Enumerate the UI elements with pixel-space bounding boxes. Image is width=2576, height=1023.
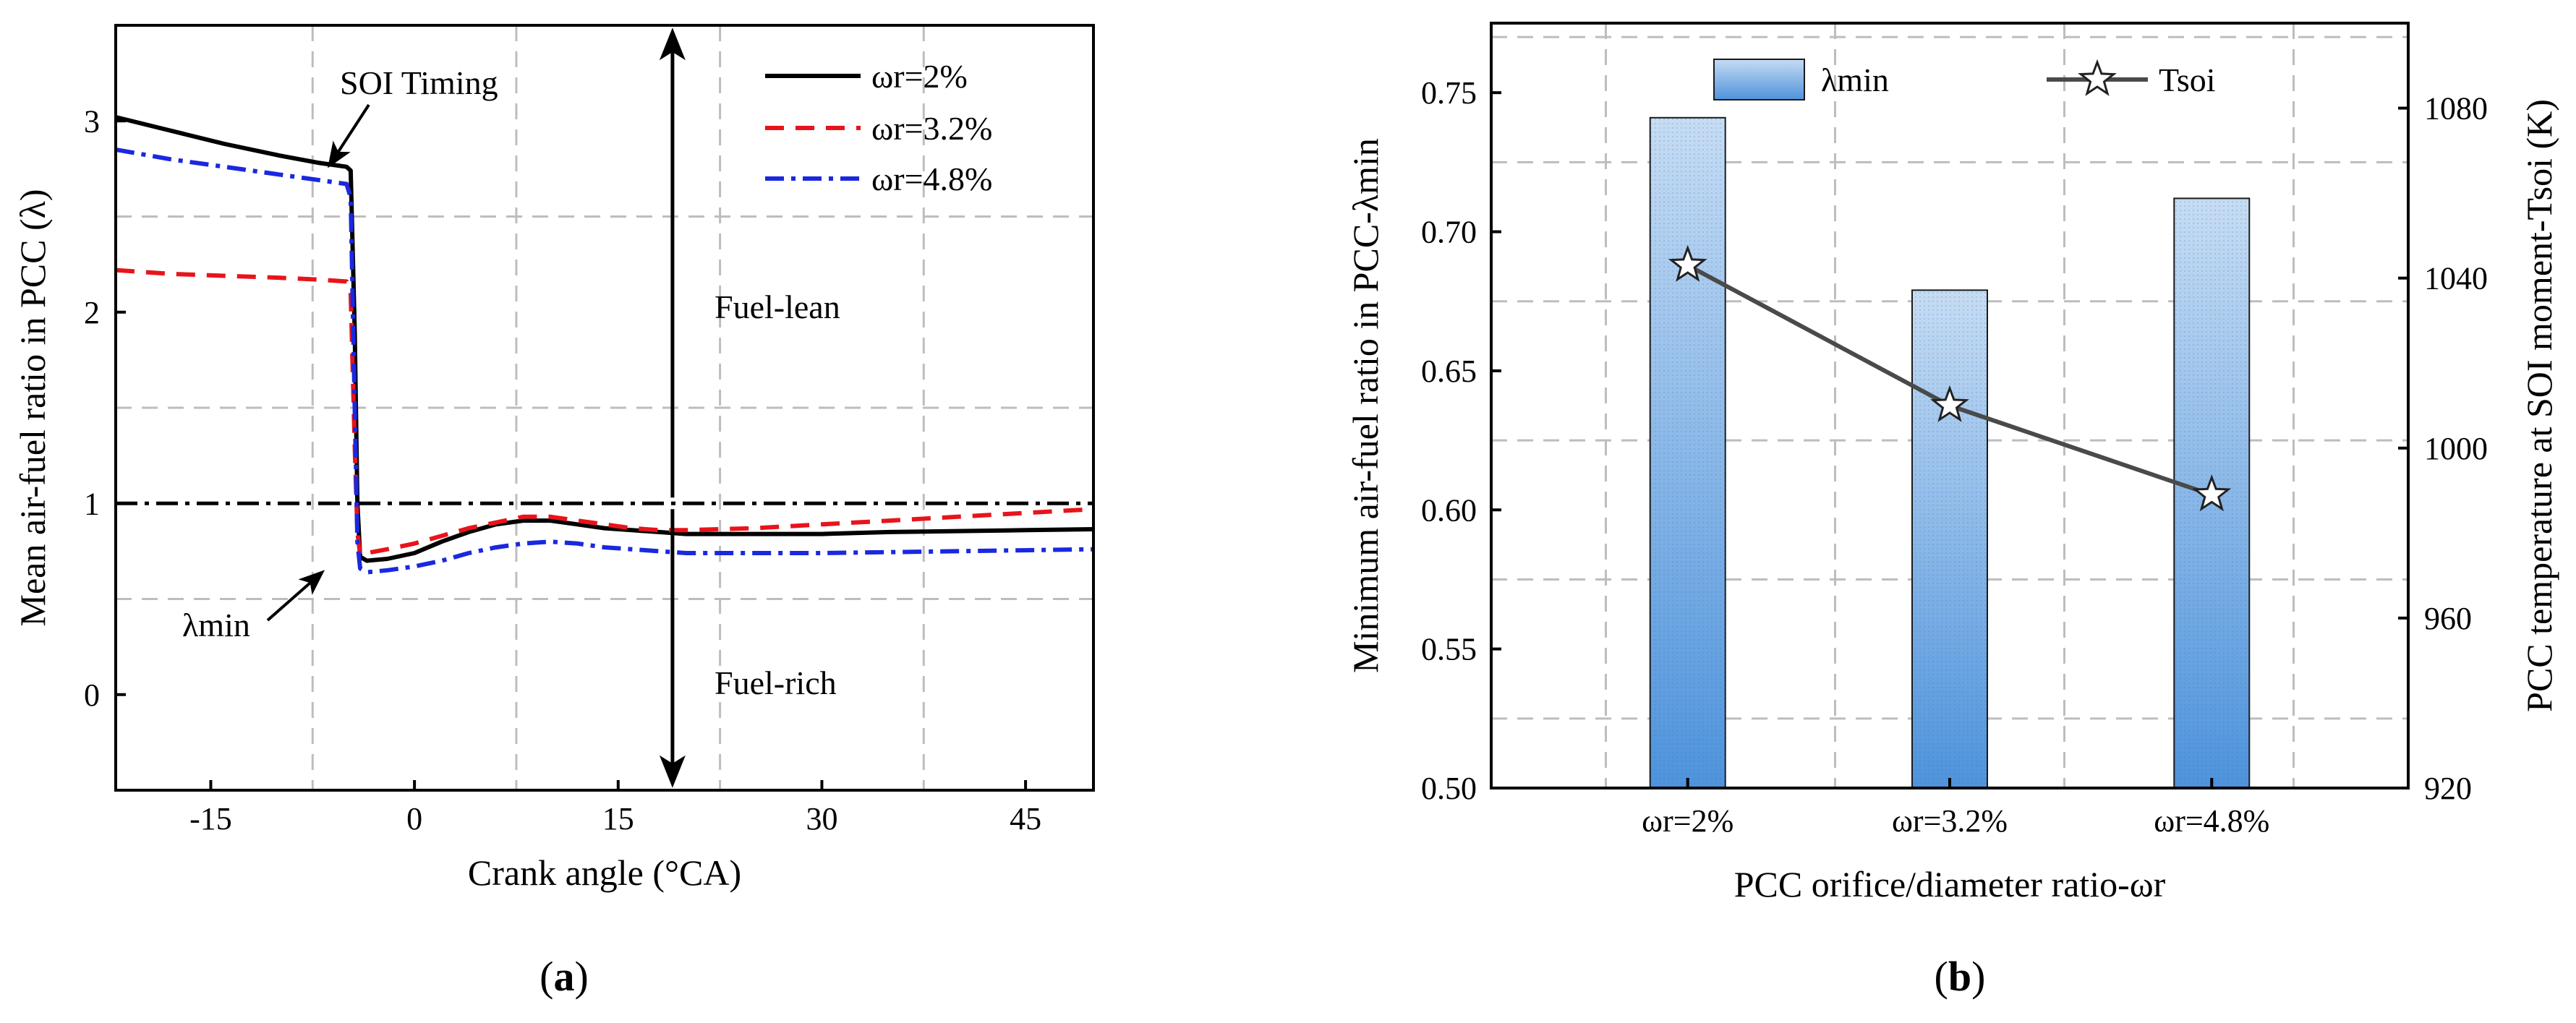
series-line-2 [115, 147, 1094, 575]
panel-b-y-axis-label: Minimum air-fuel ratio in PCC-λmin [1345, 138, 1386, 673]
panel-a-y-ticks: 0 1 2 3 [84, 103, 126, 713]
panel-b-temperature-line [1668, 244, 2232, 512]
panel-b-x-axis-label: PCC orifice/diameter ratio-ωr [1734, 864, 2166, 904]
fuel-rich-label: Fuel-rich [715, 664, 837, 701]
y-tick-label: 0.70 [1421, 215, 1477, 250]
y2-tick-label: 920 [2424, 771, 2472, 806]
lambda-min-arrow [266, 570, 325, 622]
panel-b-legend: λmin Tsoi [1713, 59, 2216, 100]
panel-b-y2-axis-label: PCC temperature at SOI moment-Tsoi (K) [2519, 99, 2559, 712]
panel-a-line-chart: -15 0 15 30 45 0 1 2 3 Crank angle (°CA) Mean a… [12, 24, 1095, 1000]
panel-a-plot-frame [114, 24, 1095, 792]
category-label: ωr=2% [1642, 803, 1733, 839]
series-line-1 [115, 267, 1094, 557]
fuel-lean-label: Fuel-lean [715, 288, 840, 325]
panel-a-x-ticks: -15 0 15 30 45 [189, 780, 1041, 836]
bar-texture-0 [1650, 117, 1726, 789]
x-tick-label: -15 [189, 801, 232, 836]
panel-b-y2-ticks: 920 960 1000 1040 1080 [2398, 91, 2488, 806]
y2-tick-label: 1080 [2424, 91, 2488, 127]
tsoi-star-marker-2 [2192, 474, 2232, 512]
y-tick-label: 0.60 [1421, 492, 1477, 528]
legend-swatch-lambda-min [1713, 59, 1805, 100]
legend-label-wr-3-2: ωr=3.2% [871, 110, 992, 147]
y2-tick-label: 960 [2424, 601, 2472, 636]
y-tick-label: 0 [84, 677, 100, 713]
y-tick-label: 2 [84, 295, 100, 330]
legend-label-wr-4-8: ωr=4.8% [871, 160, 992, 197]
y-tick-label: 1 [84, 486, 100, 521]
tsoi-star-marker-1 [1930, 385, 1969, 422]
panel-b-bar-chart: ωr=2% ωr=3.2% ωr=4.8% 0.50 0.55 0.60 0.65 0.70… [1345, 22, 2559, 1000]
y2-tick-label: 1000 [2424, 431, 2488, 466]
y-tick-label: 0.55 [1421, 632, 1477, 667]
panel-b-y-ticks: 0.50 0.55 0.60 0.65 0.70 0.75 [1421, 75, 1501, 806]
category-label: ωr=4.8% [2154, 803, 2269, 839]
legend-label-lambda-min: λmin [1821, 61, 1889, 98]
legend-label-tsoi: Tsoi [2159, 61, 2216, 98]
soi-timing-annotation: SOI Timing [340, 64, 498, 101]
bar-texture-1 [1912, 290, 1987, 788]
panel-a-grid [116, 25, 1093, 790]
category-label: ωr=3.2% [1892, 803, 2008, 839]
lambda-min-annotation: λmin [182, 607, 250, 643]
panel-a-caption-letter: a [554, 953, 575, 1000]
x-tick-label: 15 [602, 801, 634, 836]
panel-a-legend: ωr=2% ωr=3.2% ωr=4.8% [765, 58, 992, 197]
x-tick-label: 30 [806, 801, 837, 836]
x-tick-label: 0 [406, 801, 422, 836]
panel-a-caption: (a) [539, 953, 589, 1000]
soi-timing-arrow [328, 103, 370, 168]
legend-star-tsoi [2078, 59, 2117, 96]
y-tick-label: 0.75 [1421, 75, 1477, 111]
panel-b-caption: (b) [1935, 953, 1986, 1000]
x-tick-label: 45 [1010, 801, 1041, 836]
y2-tick-label: 1040 [2424, 261, 2488, 296]
legend-label-wr-2: ωr=2% [871, 58, 968, 95]
y-tick-label: 0.65 [1421, 354, 1477, 389]
y-tick-label: 3 [84, 103, 100, 139]
panel-b-x-ticks: ωr=2% ωr=3.2% ωr=4.8% [1642, 778, 2269, 839]
panel-b-caption-letter: b [1948, 953, 1971, 1000]
tsoi-star-marker-0 [1668, 244, 1707, 282]
panel-a-y-axis-label: Mean air-fuel ratio in PCC (λ) [12, 189, 53, 626]
panel-a-x-axis-label: Crank angle (°CA) [468, 852, 741, 893]
panel-b-bars [1649, 116, 2251, 789]
y-tick-label: 0.50 [1421, 771, 1477, 806]
